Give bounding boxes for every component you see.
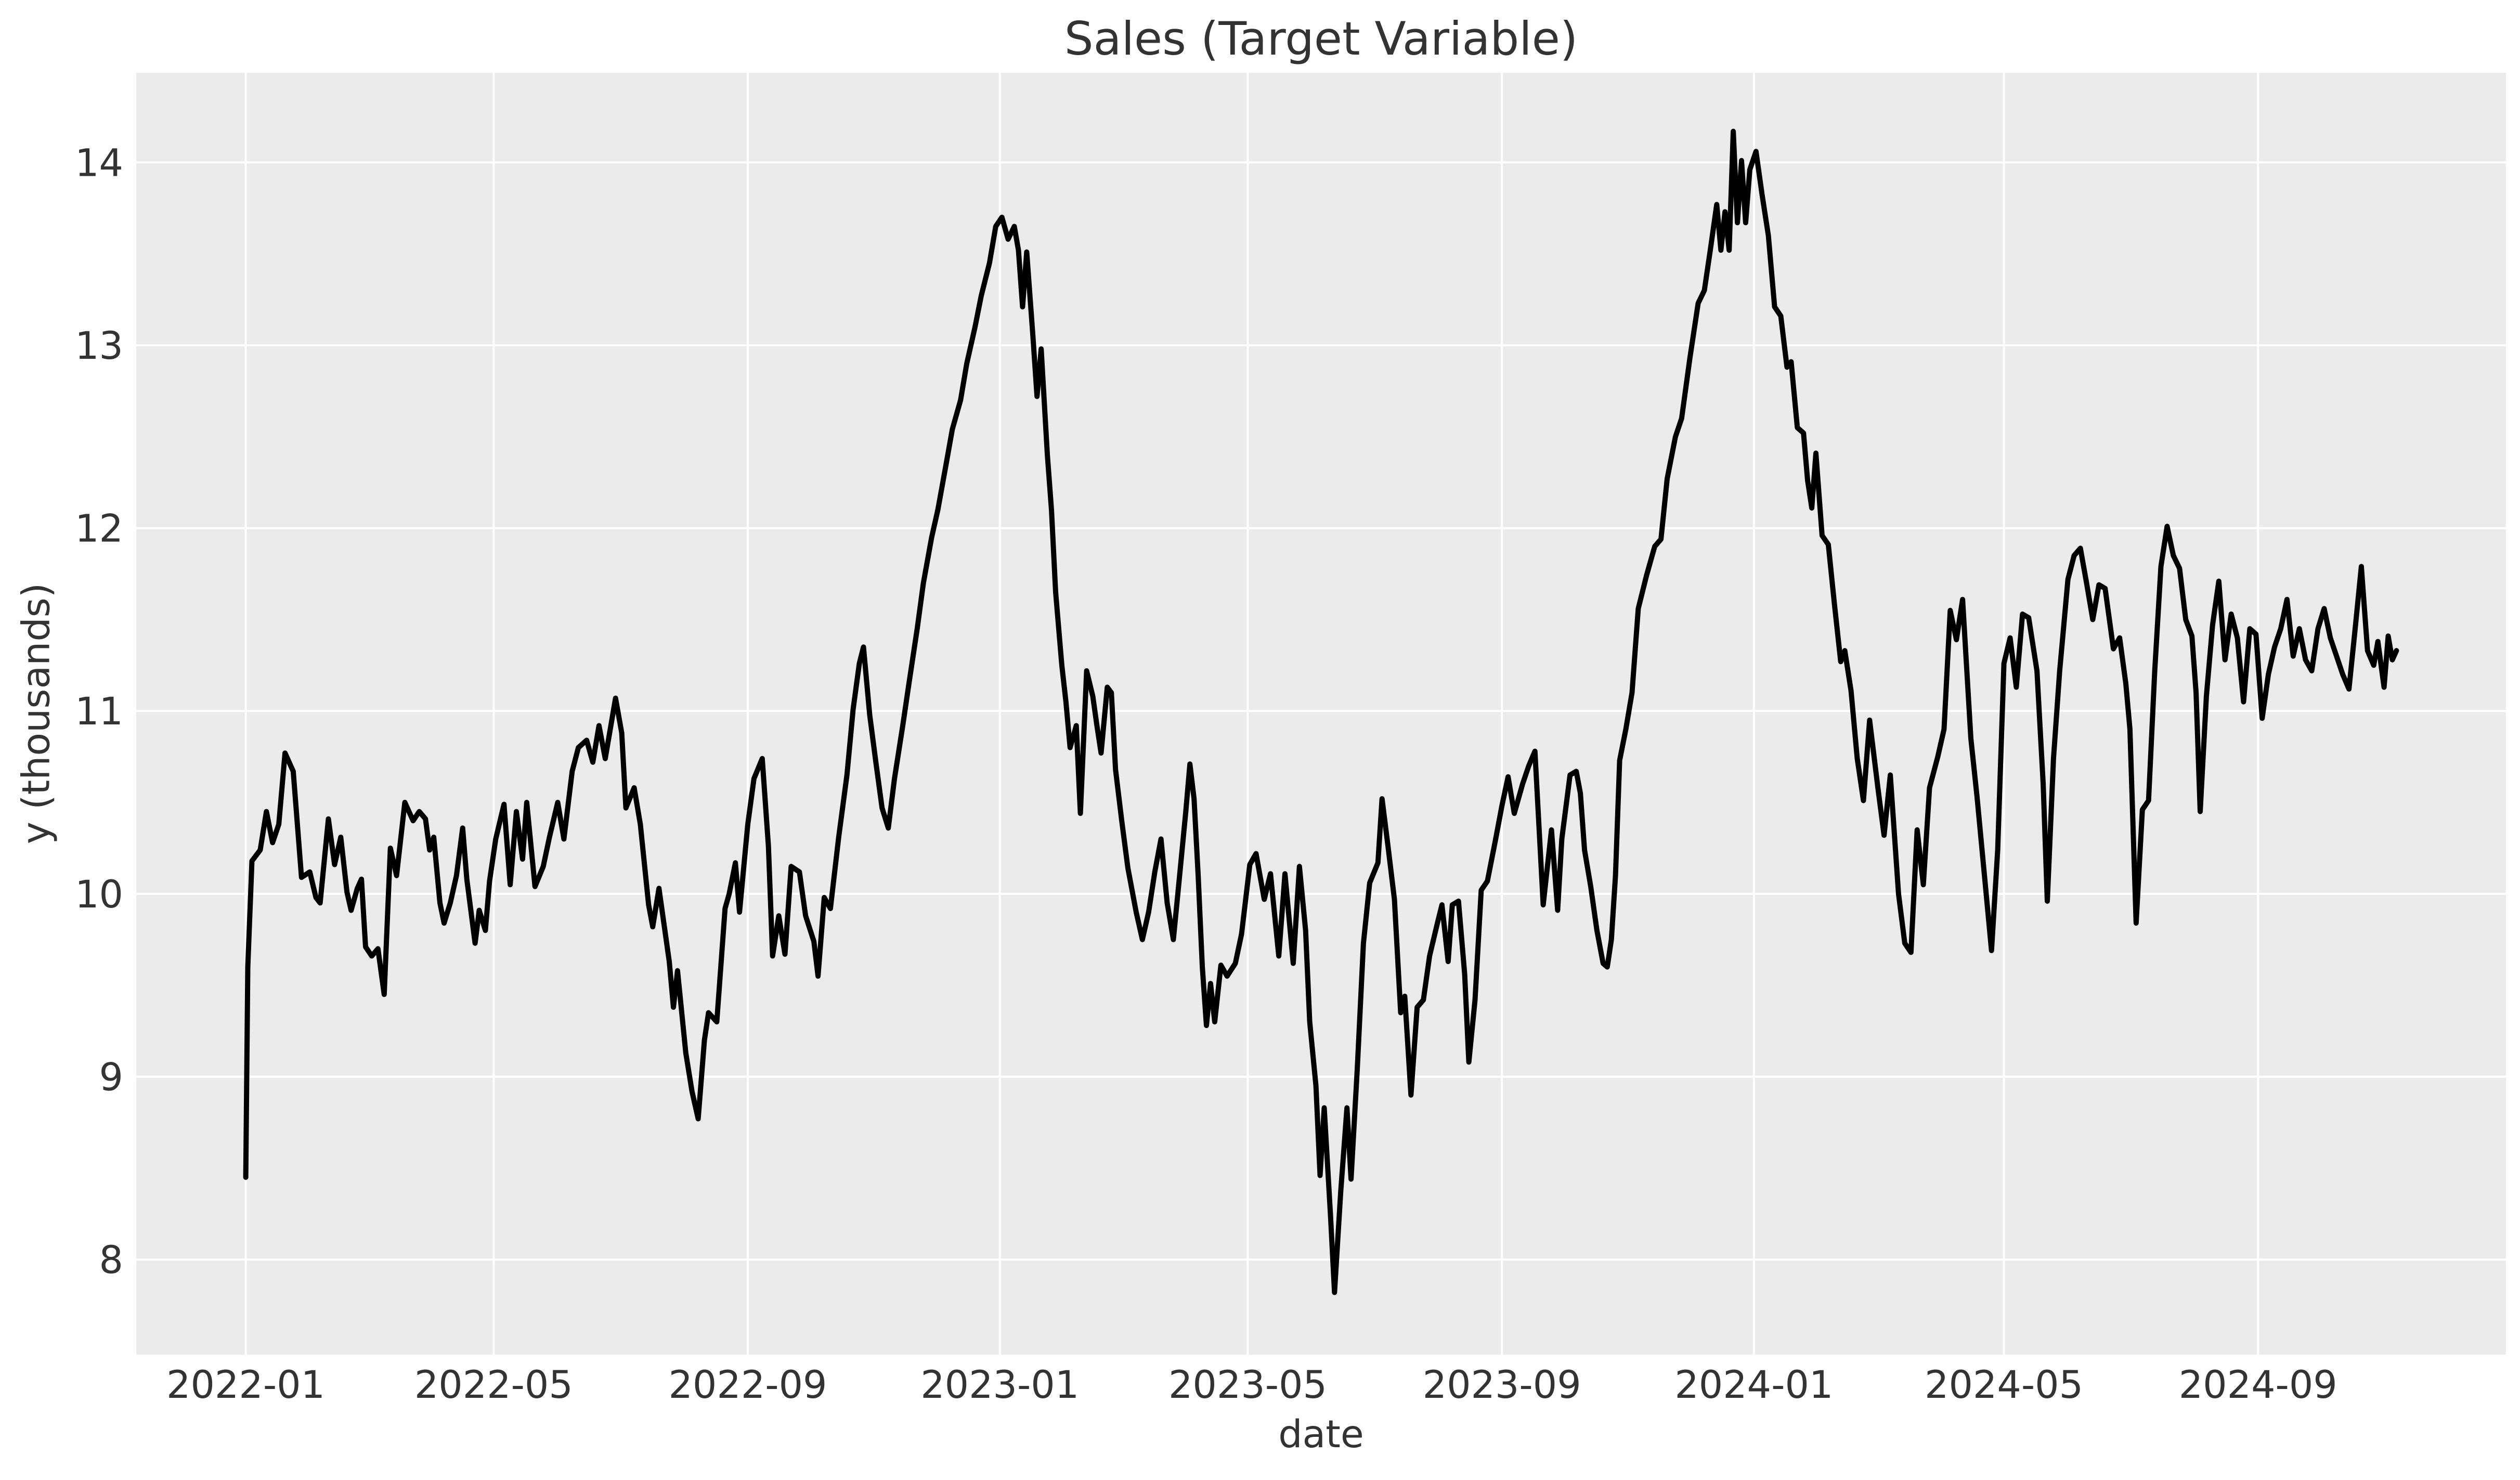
- x-tick-label: 2022-09: [668, 1363, 827, 1407]
- y-axis-label: y (thousands): [14, 582, 59, 845]
- x-tick-label: 2022-05: [414, 1363, 573, 1407]
- chart-title: Sales (Target Variable): [1064, 12, 1578, 66]
- x-tick-label: 2024-01: [1674, 1363, 1833, 1407]
- x-tick-label: 2023-01: [920, 1363, 1079, 1407]
- y-tick-label: 8: [99, 1238, 123, 1282]
- x-tick-label: 2023-05: [1168, 1363, 1327, 1407]
- y-tick-label: 9: [99, 1056, 123, 1100]
- x-axis-label: date: [1278, 1412, 1364, 1457]
- y-tick-label: 13: [75, 324, 123, 368]
- y-tick-label: 10: [75, 873, 123, 917]
- y-tick-label: 12: [75, 507, 123, 551]
- x-tick-label: 2023-09: [1423, 1363, 1581, 1407]
- x-tick-label: 2024-09: [2179, 1363, 2337, 1407]
- y-tick-label: 11: [75, 690, 123, 734]
- x-tick-label: 2022-01: [166, 1363, 325, 1407]
- x-tick-label: 2024-05: [1925, 1363, 2083, 1407]
- sales-line: [243, 128, 2399, 1295]
- y-tick-label: 14: [75, 141, 123, 185]
